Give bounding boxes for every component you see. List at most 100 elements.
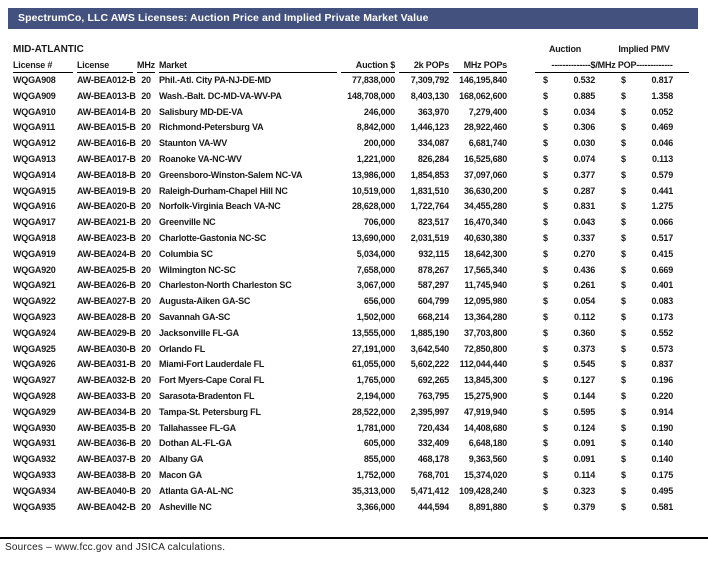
dollar-sign: $ (621, 375, 626, 386)
implied-pmv-per-mhz-pop-cell: $0.837 (619, 357, 675, 373)
mhz-pops-cell: 6,648,180 (468, 438, 507, 449)
mhz-pops-cell: 37,097,060 (463, 169, 507, 180)
tail-spacer-cell (675, 152, 691, 168)
license-number-cell: WQGA935 (13, 501, 56, 512)
implied-pmv-per-mhz-pop-value: 0.190 (651, 422, 674, 433)
license-number-cell: WQGA923 (13, 311, 56, 322)
table-row: WQGA908 AW-BEA012-B 20 Phil.-Atl. City P… (11, 73, 691, 89)
auction-dollars-cell: 200,000 (363, 138, 395, 149)
tail-spacer-cell (675, 199, 691, 215)
auction-dollars-cell: 7,658,000 (356, 264, 395, 275)
mhz-pops-cell: 34,455,280 (463, 201, 507, 212)
implied-pmv-per-mhz-pop-cell: $0.190 (619, 421, 675, 437)
mhz-cell: 20 (141, 485, 151, 496)
dollar-sign: $ (543, 296, 548, 307)
spacer-cell (597, 357, 619, 373)
auction-dollars-cell: 2,194,000 (356, 390, 395, 401)
implied-pmv-per-mhz-pop-cell: $0.113 (619, 152, 675, 168)
2k-pops-cell: 2,031,519 (410, 232, 449, 243)
dollar-sign: $ (543, 390, 548, 401)
auction-per-mhz-pop-cell: $0.885 (541, 89, 597, 105)
implied-pmv-per-mhz-pop-cell: $0.817 (619, 73, 675, 89)
auction-per-mhz-pop-cell: $0.545 (541, 357, 597, 373)
mhz-cell: 20 (141, 75, 151, 85)
mhz-cell: 20 (141, 422, 151, 433)
license-number-cell: WQGA919 (13, 248, 56, 259)
tail-spacer-cell (675, 136, 691, 152)
tail-spacer-cell (675, 342, 691, 358)
spacer-cell (597, 231, 619, 247)
auction-per-mhz-pop-cell: $0.054 (541, 294, 597, 310)
mhz-cell: 20 (141, 232, 151, 243)
dollar-sign: $ (621, 422, 626, 433)
mhz-pops-cell: 47,919,940 (463, 406, 507, 417)
dollar-sign: $ (621, 169, 626, 180)
dollar-sign: $ (621, 343, 626, 354)
2k-pops-cell: 768,701 (417, 469, 449, 480)
auction-dollars-cell: 27,191,000 (351, 343, 395, 354)
dollar-sign: $ (543, 375, 548, 386)
license-cell: AW-BEA025-B (77, 264, 136, 275)
auction-per-mhz-pop-value: 0.054 (573, 296, 596, 307)
license-cell: AW-BEA018-B (77, 169, 136, 180)
mhz-cell: 20 (141, 106, 151, 117)
spacer-cell (509, 436, 541, 452)
implied-pmv-per-mhz-pop-cell: $0.175 (619, 468, 675, 484)
auction-dollars-cell: 706,000 (363, 217, 395, 228)
dollar-sign: $ (543, 359, 548, 370)
mhz-pops-cell: 9,363,560 (468, 454, 507, 465)
license-number-cell: WQGA928 (13, 390, 56, 401)
auction-per-mhz-pop-value: 0.379 (573, 501, 596, 512)
2k-pops-cell: 932,115 (418, 248, 449, 259)
market-cell: Jacksonville FL-GA (159, 327, 239, 338)
implied-pmv-per-mhz-pop-cell: $0.083 (619, 294, 675, 310)
spacer-cell (509, 294, 541, 310)
dollar-sign: $ (543, 201, 548, 212)
auction-per-mhz-pop-cell: $0.270 (541, 247, 597, 263)
market-cell: Phil.-Atl. City PA-NJ-DE-MD (159, 75, 271, 85)
implied-pmv-per-mhz-pop-value: 0.469 (651, 122, 674, 133)
market-cell: Tallahassee FL-GA (159, 422, 236, 433)
dollar-sign: $ (543, 75, 548, 85)
tail-spacer-cell (675, 105, 691, 121)
license-cell: AW-BEA023-B (77, 232, 136, 243)
dollar-sign: $ (543, 232, 548, 243)
license-cell: AW-BEA019-B (77, 185, 136, 196)
region-heading: MID-ATLANTIC (11, 42, 509, 57)
dollar-sign: $ (621, 248, 626, 259)
dollar-sign: $ (621, 75, 626, 85)
mhz-cell: 20 (141, 248, 151, 259)
col-header-mhz-pops: MHz POPs (451, 57, 509, 73)
tail-spacer-cell (675, 184, 691, 200)
implied-pmv-per-mhz-pop-value: 0.573 (651, 343, 674, 354)
auction-per-mhz-pop-cell: $0.127 (541, 373, 597, 389)
auction-per-mhz-pop-cell: $0.034 (541, 105, 597, 121)
table-row: WQGA926 AW-BEA031-B 20 Miami-Fort Lauder… (11, 357, 691, 373)
col-header-license-number: License # (11, 57, 75, 73)
table-row: WQGA919 AW-BEA024-B 20 Columbia SC 5,034… (11, 247, 691, 263)
implied-pmv-per-mhz-pop-value: 0.046 (651, 138, 674, 149)
implied-pmv-per-mhz-pop-value: 0.837 (651, 359, 674, 370)
spacer-cell (509, 421, 541, 437)
spacer-cell (597, 247, 619, 263)
dollar-sign: $ (543, 106, 548, 117)
license-number-cell: WQGA920 (13, 264, 56, 275)
2k-pops-cell: 1,854,853 (410, 169, 449, 180)
implied-pmv-per-mhz-pop-value: 0.175 (651, 469, 674, 480)
license-number-cell: WQGA925 (13, 343, 56, 354)
spacer-cell (597, 89, 619, 105)
license-cell: AW-BEA030-B (77, 343, 136, 354)
2k-pops-cell: 363,970 (417, 106, 449, 117)
implied-pmv-per-mhz-pop-value: 1.275 (651, 201, 674, 212)
market-cell: Asheville NC (159, 501, 212, 512)
spacer-cell (509, 247, 541, 263)
spacer-cell (597, 326, 619, 342)
tail-spacer-cell (675, 247, 691, 263)
mhz-cell: 20 (141, 169, 151, 180)
auction-per-mhz-pop-cell: $0.287 (541, 184, 597, 200)
spacer-cell (509, 199, 541, 215)
mhz-cell: 20 (141, 469, 151, 480)
auction-per-mhz-pop-cell: $0.532 (541, 73, 597, 89)
tail-spacer-cell (675, 294, 691, 310)
tail-spacer-cell (675, 120, 691, 136)
